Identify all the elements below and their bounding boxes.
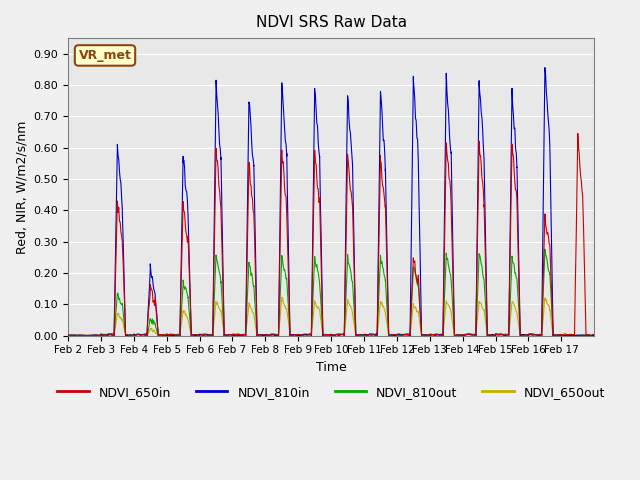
X-axis label: Time: Time bbox=[316, 361, 346, 374]
Legend: NDVI_650in, NDVI_810in, NDVI_810out, NDVI_650out: NDVI_650in, NDVI_810in, NDVI_810out, NDV… bbox=[52, 381, 610, 404]
Y-axis label: Red, NIR, W/m2/s/nm: Red, NIR, W/m2/s/nm bbox=[15, 120, 28, 253]
Title: NDVI SRS Raw Data: NDVI SRS Raw Data bbox=[255, 15, 406, 30]
Text: VR_met: VR_met bbox=[79, 49, 131, 62]
